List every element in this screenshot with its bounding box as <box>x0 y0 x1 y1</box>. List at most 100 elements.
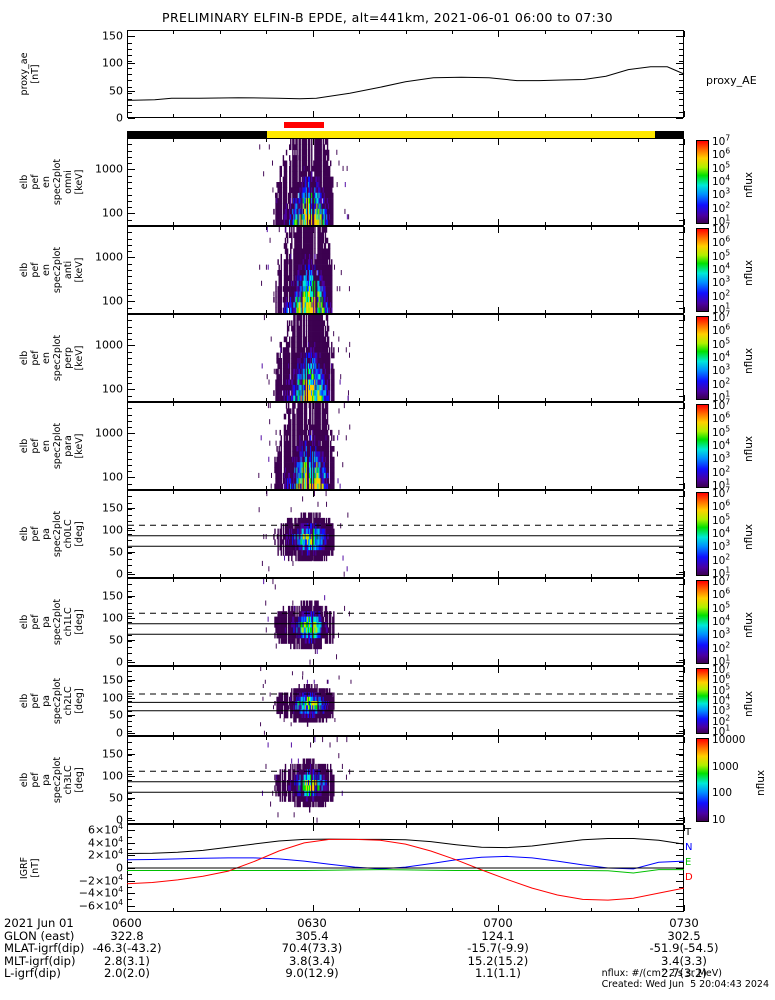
minor-tick <box>679 634 683 636</box>
tick-mark <box>128 732 135 734</box>
minor-tick <box>128 508 132 510</box>
time-tick <box>173 398 175 401</box>
minor-tick <box>679 213 683 215</box>
time-tick <box>173 662 175 665</box>
minor-tick <box>128 659 132 661</box>
minor-tick <box>679 761 683 763</box>
time-tick <box>219 403 221 406</box>
time-tick <box>359 139 361 142</box>
minor-tick <box>128 42 132 44</box>
minor-tick <box>128 414 132 416</box>
minor-tick <box>679 395 683 397</box>
colorbar-tick: 105 <box>712 248 731 263</box>
time-tick <box>127 403 128 409</box>
minor-tick <box>679 893 683 895</box>
minor-tick <box>128 175 132 177</box>
status-bar-segment-2 <box>655 131 684 138</box>
minor-tick <box>679 175 683 177</box>
time-tick <box>544 310 546 313</box>
minor-tick <box>128 559 132 561</box>
time-tick <box>451 732 453 735</box>
minor-tick <box>679 389 683 391</box>
minor-tick <box>128 716 132 717</box>
time-tick <box>637 398 639 401</box>
time-tick <box>405 737 407 740</box>
tick-mark <box>676 595 683 597</box>
time-tick <box>405 139 407 142</box>
time-tick <box>219 732 221 735</box>
panel-pef-pa-ch3lc-ytick-150: 150 <box>102 747 123 761</box>
minor-tick <box>128 471 132 473</box>
colorbar-tick: 102 <box>712 288 731 303</box>
time-tick <box>544 574 546 577</box>
minor-tick <box>128 395 132 397</box>
minor-tick <box>128 691 132 692</box>
time-tick <box>173 486 175 489</box>
minor-tick <box>679 420 683 422</box>
minor-tick <box>128 893 132 895</box>
minor-tick <box>679 111 683 113</box>
time-tick <box>266 31 268 34</box>
colorbar-tick: 101 <box>712 389 731 404</box>
panel-pef-en-para-ytick-100: 100 <box>102 470 123 484</box>
time-tick <box>498 825 500 831</box>
time-tick <box>451 491 453 494</box>
panel-proxy-ae-ytick-100: 100 <box>102 56 123 70</box>
minor-tick <box>679 659 683 661</box>
time-tick <box>684 307 685 313</box>
minor-tick <box>128 439 132 441</box>
time-tick <box>405 398 407 401</box>
tick-mark <box>676 775 683 777</box>
time-tick <box>173 491 175 494</box>
minor-tick <box>128 811 132 813</box>
minor-tick <box>128 307 132 309</box>
panel-pef-pa-ch1lc <box>127 578 684 666</box>
time-tick <box>405 315 407 318</box>
minor-tick <box>679 805 683 807</box>
time-tick <box>451 403 453 406</box>
tick-mark <box>128 432 135 434</box>
time-tick <box>266 222 268 225</box>
colorbar-tick: 103 <box>712 274 731 290</box>
panel-pef-pa-ch3lc-ytick-100: 100 <box>102 769 123 783</box>
minor-tick <box>679 905 683 907</box>
time-tick <box>173 737 175 740</box>
igrf-legend-T: T <box>685 827 692 838</box>
minor-tick <box>679 534 683 535</box>
minor-tick <box>128 326 132 328</box>
bottom-value-c3-r1: 302.5 <box>667 928 701 943</box>
minor-tick <box>128 711 132 712</box>
time-tick <box>359 579 361 582</box>
time-tick <box>591 732 593 735</box>
minor-tick <box>128 905 132 907</box>
colorbar-tick: 107 <box>712 133 731 148</box>
panel-pef-en-omni <box>127 138 684 226</box>
time-tick <box>266 227 268 230</box>
tick-mark <box>128 529 135 531</box>
colorbar-tick: 106 <box>712 410 731 426</box>
minor-tick <box>128 622 132 623</box>
time-tick <box>498 111 500 117</box>
time-tick <box>359 222 361 225</box>
time-tick <box>312 659 314 665</box>
time-tick <box>359 662 361 665</box>
minor-tick <box>128 886 132 888</box>
minor-tick <box>128 433 132 435</box>
time-tick <box>266 825 268 828</box>
colorbar-tick: 102 <box>712 464 731 479</box>
tick-mark <box>128 256 135 258</box>
minor-tick <box>128 477 132 479</box>
time-tick <box>173 315 175 318</box>
bottom-value-c2-r1: 124.1 <box>481 928 515 943</box>
minor-tick <box>679 339 683 341</box>
time-tick <box>451 227 453 230</box>
minor-tick <box>128 383 132 385</box>
minor-tick <box>128 861 132 863</box>
time-tick <box>266 908 268 911</box>
igrf-legend-N: N <box>685 842 693 853</box>
time-tick <box>173 908 175 911</box>
minor-tick <box>128 295 132 297</box>
minor-tick <box>679 521 683 523</box>
colorbar-pef-en-omni <box>696 140 709 224</box>
